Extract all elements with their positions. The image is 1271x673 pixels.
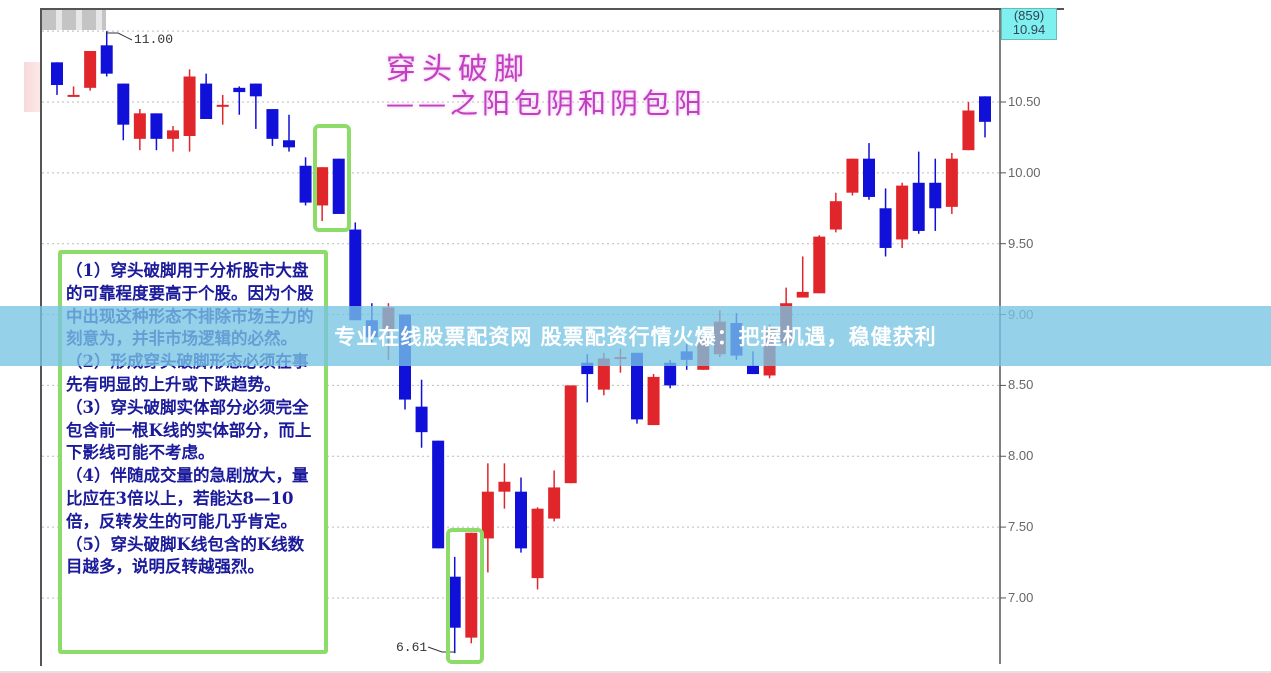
low-annotation: 6.61 — [396, 640, 428, 655]
candle-body — [564, 385, 577, 484]
chart-title: 穿头破脚 — [386, 52, 530, 87]
y-tick-label: 8.50 — [1008, 377, 1034, 393]
current-price-box: (859) 10.94 — [1001, 8, 1057, 40]
stock-code: (859) — [1013, 8, 1045, 23]
candle-body — [249, 83, 262, 97]
promo-banner[interactable]: 专业在线股票配资网 股票配资行情火爆：把握机遇，稳健获利 — [0, 306, 1271, 366]
candle-body — [481, 491, 494, 539]
candle-body — [863, 158, 875, 197]
high-annotation: 11.00 — [134, 32, 174, 47]
y-tick-label: 10.50 — [1008, 94, 1041, 109]
candle-body — [415, 406, 428, 433]
low-leader-line — [427, 646, 455, 653]
current-price: 10.94 — [1012, 22, 1046, 37]
y-tick-label: 7.50 — [1008, 519, 1034, 535]
candle-body — [283, 140, 295, 148]
candle-body — [548, 487, 561, 519]
candle-body — [67, 94, 80, 97]
candle-body — [813, 236, 826, 294]
candle-body — [912, 182, 925, 231]
candle-body — [829, 201, 842, 230]
candle-body — [647, 376, 660, 426]
blurred-logo — [42, 10, 106, 30]
high-leader-line — [106, 32, 133, 41]
note-3: （3）穿头破脚实体部分必须完全包含前一根K线的实体部分，而上下影线可能不考虑。 — [66, 397, 312, 463]
candle-body — [929, 182, 942, 209]
candle-body — [150, 113, 163, 139]
candle-body — [945, 158, 958, 207]
engulfing-highlight-1 — [313, 124, 351, 232]
candle-body — [183, 76, 196, 137]
candle-body — [200, 83, 213, 120]
candle-body — [664, 362, 677, 386]
candle-body — [349, 229, 362, 321]
candle-body — [747, 365, 759, 375]
candle-body — [100, 45, 113, 74]
y-tick-label: 8.00 — [1008, 448, 1034, 464]
candle-body — [117, 83, 130, 125]
candle-body — [896, 185, 909, 240]
candle-body — [233, 87, 246, 93]
candle-body — [167, 130, 179, 139]
candle-body — [581, 362, 594, 375]
candle-body — [465, 532, 478, 638]
note-4: （4）伴随成交量的急剧放大，量比应在3倍以上，若能达8—10倍，反转发生的可能几… — [66, 466, 309, 531]
candle-body — [216, 104, 229, 107]
banner-text: 专业在线股票配资网 股票配资行情火爆：把握机遇，稳健获利 — [334, 325, 937, 349]
candle-body — [133, 113, 146, 139]
chart-subtitle: ——之阳包阴和阴包阳 — [386, 87, 707, 120]
candle-body — [515, 491, 527, 549]
candle-body — [796, 291, 809, 298]
candle-body — [432, 440, 445, 549]
candle-body — [316, 167, 329, 206]
candle-body — [531, 508, 544, 579]
candle-body — [962, 110, 975, 151]
note-5: （5）穿头破脚K线包含的K线数目越多，说明反转越强烈。 — [66, 534, 305, 577]
y-tick-label: 10.00 — [1008, 164, 1041, 180]
candle-body — [631, 352, 643, 420]
candle-body — [979, 96, 991, 122]
candle-body — [51, 62, 63, 85]
edge-smudge — [24, 62, 42, 112]
candle-body — [266, 109, 279, 139]
candle-body — [332, 158, 345, 214]
candle-body — [448, 576, 461, 628]
y-tick-label: 7.00 — [1008, 589, 1034, 605]
candle-body — [597, 358, 610, 390]
candle-body — [498, 481, 511, 492]
candle-body — [299, 165, 312, 203]
candle-body — [879, 208, 892, 248]
candle-body — [84, 50, 97, 88]
y-tick-label: 9.50 — [1008, 235, 1034, 251]
candle-body — [846, 158, 859, 193]
engulfing-highlight-2 — [446, 528, 484, 664]
